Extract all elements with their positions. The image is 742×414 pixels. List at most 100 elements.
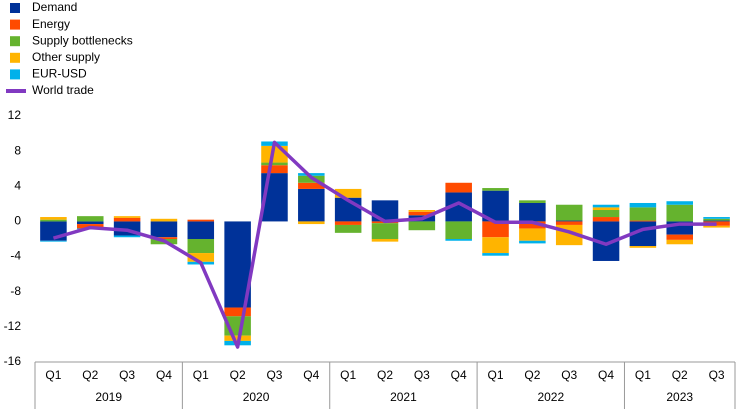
x-tick-label: Q4 (598, 368, 614, 382)
bar-segment (592, 210, 620, 218)
group-label: 2020 (243, 390, 270, 404)
bar-segment (592, 217, 620, 222)
bar-segment (703, 220, 730, 222)
y-tick-label: 8 (14, 143, 21, 157)
bar-segment (555, 220, 583, 222)
y-tick-label: -16 (4, 354, 22, 368)
bar-segment (408, 221, 436, 231)
bar-segment (482, 253, 509, 256)
y-tick-label: -4 (10, 249, 21, 263)
x-tick-label: Q2 (82, 368, 98, 382)
x-tick-label: Q3 (266, 368, 282, 382)
bar-segment (703, 217, 730, 219)
legend-marker (10, 69, 20, 80)
bar-segment (150, 237, 178, 239)
group-label: 2022 (537, 390, 564, 404)
bar-segment (334, 224, 362, 233)
bar-segment (519, 221, 546, 229)
bar-segment (298, 173, 325, 176)
y-tick-label: 4 (14, 178, 21, 192)
bar-segment (261, 165, 288, 174)
bar-segment (629, 220, 657, 222)
x-tick-label: Q3 (119, 368, 135, 382)
legend-label: World trade (32, 83, 94, 97)
bar-segment (40, 240, 67, 242)
legend-label: Energy (32, 17, 70, 31)
bar-segment (113, 216, 141, 218)
legend-marker (10, 36, 20, 47)
x-tick-label: Q2 (672, 368, 688, 382)
y-tick-label: 0 (14, 214, 21, 228)
x-tick-label: Q1 (193, 368, 209, 382)
bar-segment (298, 221, 325, 225)
group-label: 2023 (666, 390, 693, 404)
x-tick-label: Q4 (156, 368, 172, 382)
bar-segment (371, 239, 399, 242)
bar-segment (445, 221, 472, 239)
bar-segment (519, 240, 546, 244)
x-tick-label: Q2 (377, 368, 393, 382)
bar-segment (629, 207, 657, 221)
legend-label: EUR-USD (32, 67, 87, 81)
bar-segment (555, 221, 583, 225)
x-tick-label: Q3 (414, 368, 430, 382)
bar-segment (666, 234, 693, 240)
y-tick-label: -8 (10, 284, 21, 298)
bar-segment (445, 182, 472, 193)
bar-segment (482, 221, 509, 238)
bar-segment (187, 239, 215, 254)
bar-segment (224, 307, 251, 317)
x-tick-label: Q4 (451, 368, 467, 382)
x-tick-label: Q3 (709, 368, 725, 382)
bar-segment (77, 216, 104, 222)
bar-segment (77, 221, 104, 225)
group-label: 2019 (95, 390, 122, 404)
x-tick-label: Q1 (488, 368, 504, 382)
x-tick-label: Q2 (524, 368, 540, 382)
bar-segment (519, 228, 546, 241)
bar-segment (408, 211, 436, 216)
line (52, 140, 717, 349)
x-tick-label: Q4 (303, 368, 319, 382)
x-tick-label: Q2 (230, 368, 246, 382)
bar-segment (629, 246, 657, 248)
bar-segment (150, 221, 178, 238)
legend-marker (10, 3, 20, 13)
x-tick-label: Q3 (561, 368, 577, 382)
legend-label: Supply bottlenecks (32, 33, 133, 47)
bar-segment (666, 204, 693, 222)
legend-marker (10, 52, 20, 63)
bar-segment (298, 188, 325, 222)
bar-segment (371, 223, 399, 239)
bar-segment (150, 218, 178, 222)
bar-segment (261, 162, 288, 166)
bar-segment (187, 219, 215, 222)
bar-segment (703, 221, 730, 226)
bar-segment (408, 210, 436, 212)
legend-line-marker (6, 89, 26, 93)
bar-segment (371, 200, 399, 222)
y-tick-label: 12 (8, 108, 22, 122)
bar-segment (334, 188, 362, 198)
bar-segment (703, 225, 730, 228)
bar-segment (555, 204, 583, 221)
bar-segment (482, 237, 509, 254)
legend-marker (10, 19, 20, 30)
bar-segment (187, 253, 215, 262)
bar-segment (629, 202, 657, 208)
bar-segment (187, 221, 215, 239)
bar-segment (40, 217, 67, 220)
x-tick-label: Q1 (340, 368, 356, 382)
bar-segment (666, 201, 693, 205)
bar-segment (40, 219, 67, 222)
bar-segment (445, 239, 472, 241)
bar-segment (519, 202, 546, 222)
legend-label: Demand (32, 0, 77, 14)
bar-segment (592, 204, 620, 208)
bar-segment (334, 221, 362, 225)
bar-segment (298, 182, 325, 189)
bar-segment (592, 207, 620, 211)
bar-segment (482, 188, 509, 191)
x-tick-label: Q1 (45, 368, 61, 382)
